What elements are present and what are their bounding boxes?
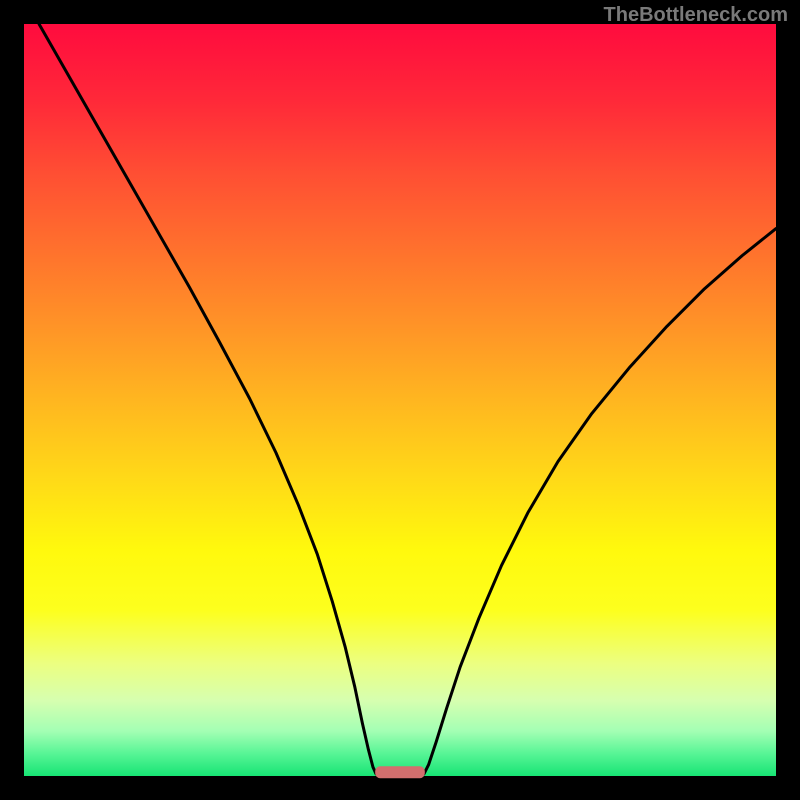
bottleneck-chart <box>0 0 800 800</box>
watermark-text: TheBottleneck.com <box>604 4 788 27</box>
chart-background <box>24 24 776 776</box>
bottom-marker <box>375 766 425 778</box>
